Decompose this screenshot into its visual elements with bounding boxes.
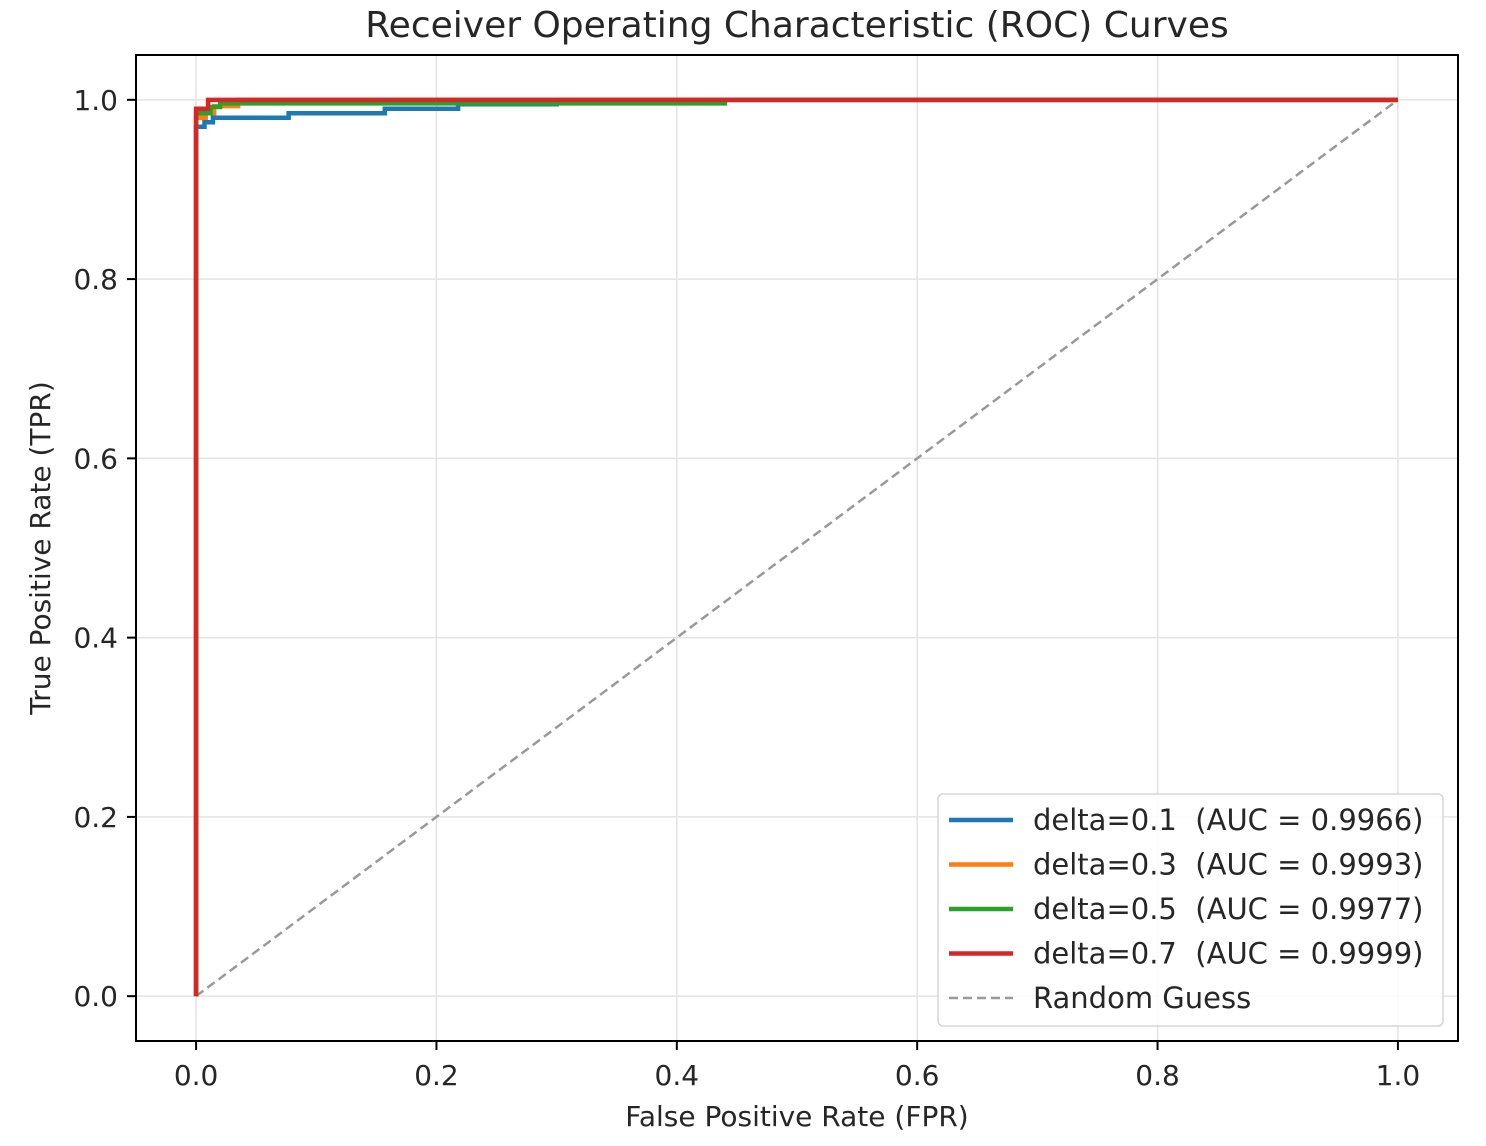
- legend-label: Random Guess: [1033, 981, 1251, 1015]
- x-tick-label: 0.6: [895, 1059, 940, 1092]
- x-tick-label: 0.2: [414, 1059, 459, 1092]
- legend-label: delta=0.5 (AUC = 0.9977): [1033, 892, 1423, 926]
- chart-title: Receiver Operating Characteristic (ROC) …: [365, 5, 1228, 46]
- legend-label: delta=0.3 (AUC = 0.9993): [1033, 848, 1423, 882]
- y-tick-label: 0.8: [73, 263, 118, 296]
- series-line: [193, 97, 1398, 997]
- x-tick-label: 0.0: [174, 1059, 219, 1092]
- series-line: [195, 98, 1399, 998]
- ticks-layer: 0.0 0.2 0.4 0.6 0.8 1.0 0.0 0.2 0.4 0.6 0.8 1.0: [73, 84, 1420, 1092]
- legend: delta=0.1 (AUC = 0.9966) delta=0.3 (AUC =…: [937, 793, 1444, 1027]
- y-tick-label: 0.6: [73, 442, 118, 475]
- legend-box: [937, 793, 1444, 1027]
- plot-frame: [135, 54, 1459, 1042]
- x-tick-label: 1.0: [1376, 1059, 1421, 1092]
- y-tick-label: 0.4: [73, 622, 118, 655]
- y-tick-label: 0.2: [73, 801, 118, 834]
- y-tick-label: 1.0: [73, 84, 118, 117]
- x-tick-label: 0.4: [655, 1059, 700, 1092]
- legend-label: delta=0.1 (AUC = 0.9966): [1033, 803, 1423, 837]
- x-axis-label: False Positive Rate (FPR): [625, 1100, 968, 1133]
- x-tick-label: 0.8: [1135, 1059, 1180, 1092]
- legend-label: delta=0.7 (AUC = 0.9999): [1033, 937, 1423, 971]
- y-tick-label: 0.0: [73, 980, 118, 1013]
- y-axis-label: True Positive Rate (TPR): [24, 381, 57, 716]
- series-layer: [193, 97, 1399, 998]
